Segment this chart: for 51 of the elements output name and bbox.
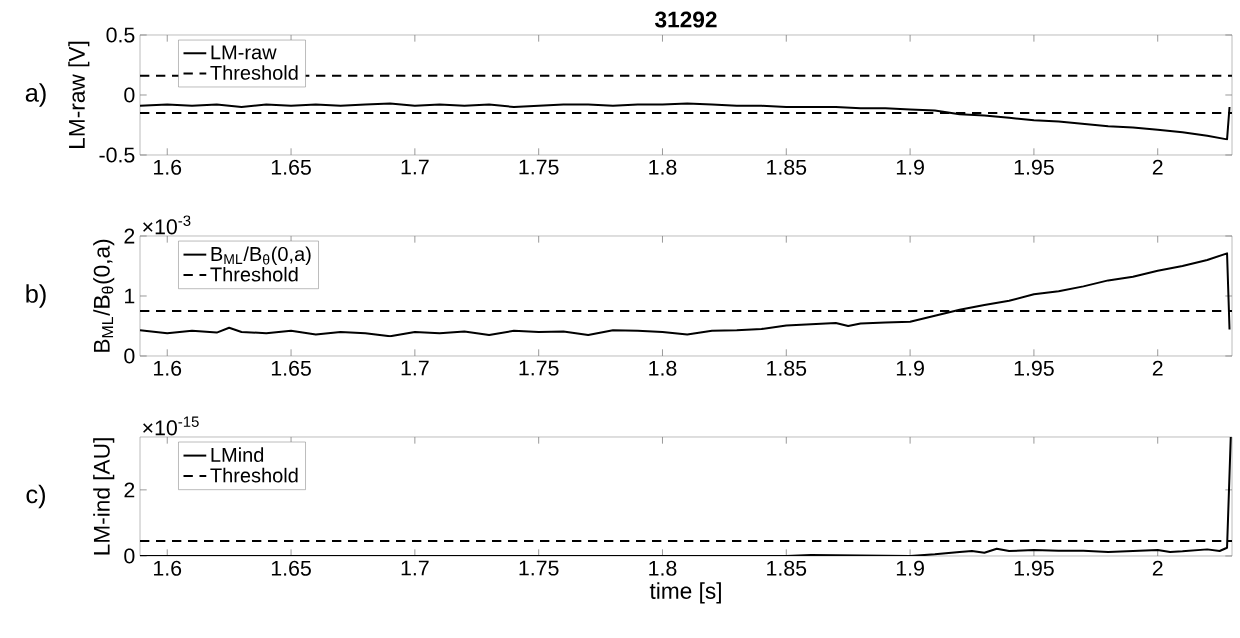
legend-label: LMind — [211, 447, 264, 463]
x-tick-label: 1.9 — [896, 159, 924, 175]
x-tick-label: 1.9 — [896, 560, 924, 576]
y-tick-label: 1 — [125, 288, 135, 304]
legend-label: Threshold — [210, 266, 298, 282]
x-tick-label: 1.7 — [401, 159, 429, 175]
x-tick-label: 1.85 — [767, 560, 807, 576]
chart-title: 31292 — [655, 11, 717, 28]
x-tick-label: 1.8 — [649, 560, 677, 576]
x-tick-label: 2 — [1152, 360, 1163, 376]
text: c) — [26, 484, 45, 509]
x-tick-label: 1.6 — [154, 360, 182, 376]
ref-line-label: Threshold — [210, 65, 298, 80]
x-tick-label: 1.65 — [271, 560, 311, 576]
x-tick-label: 1.7 — [401, 560, 429, 576]
x-tick-label: 1.75 — [519, 360, 559, 376]
x-tick-label: 1.65 — [271, 360, 311, 376]
y-axis-title: B$_{ML}$/B$_{θ}$(0,a) — [93, 239, 115, 352]
x-axis-title: time [s] — [649, 582, 721, 604]
text: ×10$^{-15}$ — [143, 416, 199, 436]
x-tick-label: 1.95 — [1014, 360, 1054, 376]
y-tick-label: 2 — [124, 228, 135, 244]
x-tick-label: 1.7 — [401, 360, 429, 376]
x-tick-label: 1.6 — [154, 159, 182, 175]
x-tick-label: 1.85 — [767, 360, 807, 376]
legend-label: LM-raw — [211, 45, 277, 60]
text: ×10$^{-3}$ — [143, 215, 191, 235]
x-tick-label: 1.95 — [1014, 560, 1054, 576]
y-axis-title: LM-raw [V] — [68, 41, 90, 148]
legend-label: Threshold — [210, 467, 298, 483]
y-tick-label: -0.5 — [99, 147, 135, 163]
y-axis-title: LM-ind [AU] — [93, 438, 115, 555]
x-tick-label: 1.95 — [1014, 159, 1054, 175]
x-tick-label: 2 — [1152, 159, 1163, 175]
text: b) — [26, 284, 46, 308]
y-tick-label: 2 — [124, 482, 135, 498]
x-tick-label: 1.65 — [271, 159, 311, 175]
y-tick-label: 0 — [124, 87, 135, 103]
x-tick-label: 1.85 — [767, 159, 807, 175]
x-tick-label: 1.9 — [896, 360, 924, 376]
x-tick-label: 1.75 — [519, 560, 559, 576]
legend-label: B$_{ML}$/B$_{θ}$(0,a) — [211, 246, 311, 266]
x-tick-label: 1.6 — [154, 560, 182, 576]
y-tick-label: 0.5 — [106, 27, 135, 43]
x-tick-label: 1.8 — [649, 159, 677, 175]
y-tick-label: 0 — [124, 548, 135, 564]
y-tick-label: 0 — [124, 348, 135, 364]
x-tick-label: 2 — [1152, 560, 1163, 576]
text: a) — [25, 83, 46, 107]
x-tick-label: 1.75 — [519, 159, 559, 175]
x-tick-label: 1.8 — [649, 360, 677, 376]
